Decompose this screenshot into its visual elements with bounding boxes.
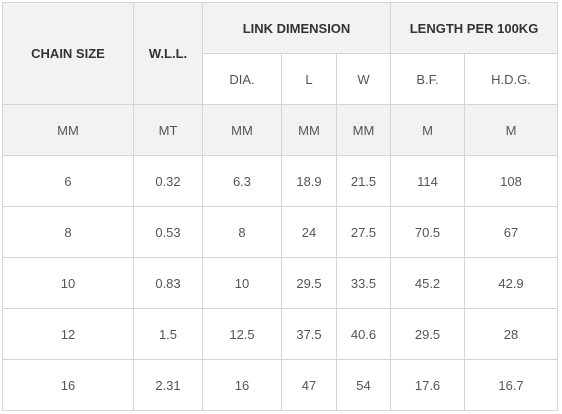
header-cell: LINK DIMENSION [201,2,392,54]
data-cell: 42.9 [464,257,559,309]
data-cell: 8 [202,206,282,258]
data-cell: 37.5 [281,308,337,360]
data-cell: 114 [390,155,466,207]
subheader-cell: B.F. [390,53,466,105]
unit-row: MM MT MM MM MM M M [2,104,559,156]
data-cell: 27.5 [335,206,392,258]
table-body: MM MT MM MM MM M M 6 0.32 6.3 18.9 21.5 114 108 8 0.53 8… [2,104,559,411]
subheader-cell: W [335,53,392,105]
data-cell: 12.5 [202,308,282,360]
header-cell: CHAIN SIZE [2,2,134,105]
data-cell: 18.9 [281,155,337,207]
subheader-row: DIA. L W B.F. H.D.G. [3,53,559,105]
data-cell: 54 [335,359,392,411]
data-cell: 10 [202,257,282,309]
data-cell: 40.6 [335,308,392,360]
subheader-cell: DIA. [202,53,282,105]
data-cell: 8 [2,206,134,258]
data-cell: 16.7 [464,359,559,411]
subheader-cell: H.D.G. [464,53,559,105]
data-cell: 0.53 [133,206,203,258]
data-cell: 28 [464,308,559,360]
unit-cell: MM [281,104,337,156]
unit-cell: M [390,104,466,156]
data-row: 12 1.5 12.5 37.5 40.6 29.5 28 [2,308,559,360]
unit-cell: MM [335,104,392,156]
data-row: 8 0.53 8 24 27.5 70.5 67 [2,206,559,258]
data-cell: 108 [464,155,559,207]
header-cell: W.L.L. [133,2,203,105]
data-cell: 0.32 [133,155,203,207]
data-cell: 70.5 [390,206,466,258]
chain-table: CHAIN SIZE W.L.L. LINK DIMENSION LENGTH … [2,2,559,411]
data-cell: 47 [281,359,337,411]
data-row: 10 0.83 10 29.5 33.5 45.2 42.9 [2,257,559,309]
unit-cell: M [464,104,559,156]
header-cell: LENGTH PER 100KG [390,2,559,54]
header-row: CHAIN SIZE W.L.L. LINK DIMENSION LENGTH … [2,2,559,105]
data-cell: 16 [202,359,282,411]
data-cell: 29.5 [281,257,337,309]
data-cell: 24 [281,206,337,258]
data-cell: 33.5 [335,257,392,309]
unit-cell: MM [202,104,282,156]
data-cell: 17.6 [390,359,466,411]
data-cell: 21.5 [335,155,392,207]
data-cell: 1.5 [133,308,203,360]
unit-cell: MM [2,104,134,156]
data-cell: 12 [2,308,134,360]
data-cell: 45.2 [390,257,466,309]
data-cell: 6 [2,155,134,207]
data-cell: 10 [2,257,134,309]
unit-cell: MT [133,104,203,156]
data-cell: 0.83 [133,257,203,309]
table-head: CHAIN SIZE W.L.L. LINK DIMENSION LENGTH … [2,2,559,105]
data-cell: 29.5 [390,308,466,360]
data-row: 16 2.31 16 47 54 17.6 16.7 [2,359,559,411]
data-cell: 6.3 [202,155,282,207]
data-row: 6 0.32 6.3 18.9 21.5 114 108 [2,155,559,207]
data-cell: 16 [2,359,134,411]
data-cell: 2.31 [133,359,203,411]
subheader-cell: L [281,53,337,105]
data-cell: 67 [464,206,559,258]
